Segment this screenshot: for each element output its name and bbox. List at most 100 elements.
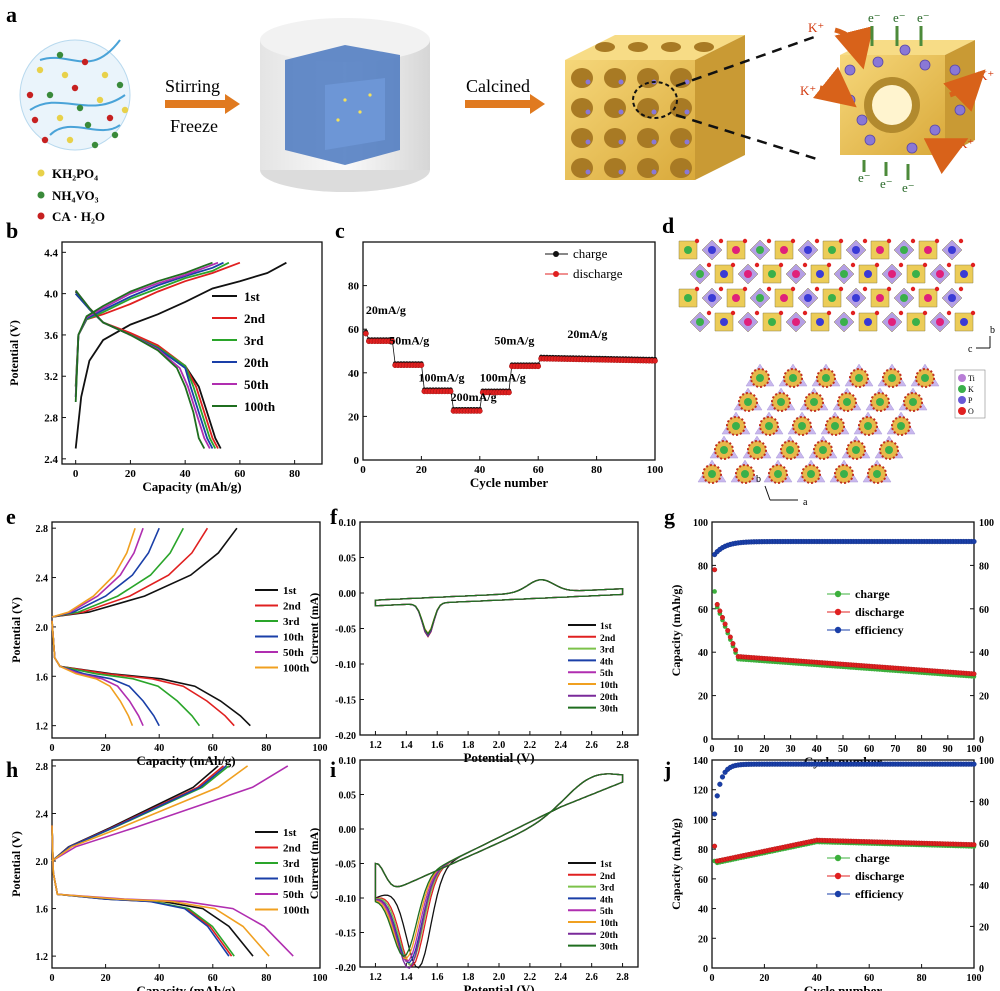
atom <box>684 246 692 254</box>
discharge-point <box>363 330 369 337</box>
precursor-particle <box>41 136 49 144</box>
k-atom <box>741 470 749 478</box>
discharge-curve <box>51 825 230 957</box>
kh2po4-text: KH₂PO₄ <box>52 166 98 181</box>
x-tick-label: 80 <box>591 464 603 476</box>
electron-label: e⁻ <box>917 10 930 25</box>
calcined-arrow <box>465 94 545 114</box>
y-tick-label: 4.0 <box>44 289 58 301</box>
y-tick-label: 80 <box>698 845 708 856</box>
particle <box>585 79 591 85</box>
panel-label: j <box>663 757 671 782</box>
particle <box>684 109 690 115</box>
atom <box>852 246 860 254</box>
chart-c: c 0 20 40 60 80 100 0 20 40 60 80 Cycle number 20mA/g… <box>335 218 664 490</box>
zoom-line-top <box>675 33 821 88</box>
x-tick-label: 20 <box>125 468 137 480</box>
x-tick-label: 100 <box>967 744 982 755</box>
precursor-particle <box>36 66 44 74</box>
x-tick-label: 60 <box>533 464 545 476</box>
precursor-particle <box>46 91 54 99</box>
k-atom <box>864 422 872 430</box>
discharge-curve <box>51 825 270 957</box>
x-tick-label: 2.6 <box>585 740 598 751</box>
x-tick-label: 20 <box>759 973 769 984</box>
k-atom <box>921 374 929 382</box>
atom <box>924 294 932 302</box>
y-tick-label: -0.20 <box>335 731 356 742</box>
pore-top <box>694 42 714 52</box>
y-tick-label: -0.20 <box>335 963 356 974</box>
x-tick-label: 20 <box>759 744 769 755</box>
atom <box>756 294 764 302</box>
atom <box>744 270 752 278</box>
oxygen-atom <box>730 262 736 268</box>
cv-loop <box>374 579 624 637</box>
y-tick-label: 20 <box>348 411 360 423</box>
x-tick-label: 2.8 <box>616 740 629 751</box>
legend-entry: 1st <box>283 827 297 839</box>
k-atom <box>843 398 851 406</box>
crystal-structure-top <box>678 238 976 333</box>
y2-tick-label: 20 <box>979 692 989 703</box>
plot-frame <box>359 521 639 736</box>
atom <box>780 246 788 254</box>
precursor-particle <box>26 91 34 99</box>
legend-ti: Ti <box>968 374 976 383</box>
legend-entry: 1st <box>600 860 612 870</box>
oxygen-atom <box>802 310 808 316</box>
ion-arrow <box>812 66 857 108</box>
y2-tick-label: 100 <box>979 756 994 767</box>
x-tick-label: 2.8 <box>616 972 629 983</box>
charge-curve <box>51 527 238 618</box>
efficiency-point <box>714 793 720 799</box>
atom <box>900 246 908 254</box>
cv-loop <box>374 579 624 636</box>
particle <box>684 79 690 85</box>
legend-entry: 2nd <box>600 872 616 882</box>
legend-marker <box>834 854 842 862</box>
discharge-point <box>712 843 718 849</box>
ca-marker <box>37 212 45 220</box>
x-tick-label: 1.8 <box>462 972 475 983</box>
x-tick-label: 0 <box>50 743 55 754</box>
x-axis-title: Cycle number <box>470 475 549 490</box>
discharge-point <box>971 671 977 677</box>
x-tick-label: 40 <box>812 744 822 755</box>
y2-tick-label: 0 <box>979 964 984 975</box>
oxygen-atom <box>766 238 772 244</box>
legend-entry: 100th <box>244 399 276 414</box>
pore <box>604 68 626 88</box>
ion-annotations: K⁺ K⁺ K⁺ K⁺ e⁻ e⁻ e⁻ e⁻ e⁻ e⁻ <box>800 10 994 195</box>
axis-label-a-bottom: a <box>803 497 808 508</box>
legend-entry: 1st <box>283 585 297 597</box>
oxygen-atom <box>874 262 880 268</box>
legend-entry: efficiency <box>855 887 904 901</box>
y-tick-label: -0.10 <box>335 894 356 905</box>
discharge-point <box>727 634 733 640</box>
efficiency-point <box>971 761 977 767</box>
precursor-solution-illustration <box>19 39 131 151</box>
atom <box>684 294 692 302</box>
atom <box>816 270 824 278</box>
x-tick-label: 2.6 <box>585 972 598 983</box>
y-tick-label: 2.8 <box>36 524 49 535</box>
x-tick-label: 2.4 <box>555 972 568 983</box>
precursor-particle <box>121 106 129 114</box>
y-tick-label: 40 <box>698 905 708 916</box>
k-atom <box>777 398 785 406</box>
x-tick-label: 40 <box>154 743 164 754</box>
rate-annotation: 20mA/g <box>567 327 607 341</box>
nano-particle <box>856 114 868 126</box>
k-atom <box>732 422 740 430</box>
rate-annotation: 200mA/g <box>451 390 497 404</box>
precursor-particle <box>106 114 114 122</box>
oxygen-atom <box>742 286 748 292</box>
k-atom <box>873 470 881 478</box>
oxygen-atom <box>862 238 868 244</box>
y-tick-label: -0.10 <box>335 660 356 671</box>
x-tick-label: 60 <box>864 744 874 755</box>
x-tick-label: 10 <box>733 744 743 755</box>
legend-marker <box>834 590 842 598</box>
